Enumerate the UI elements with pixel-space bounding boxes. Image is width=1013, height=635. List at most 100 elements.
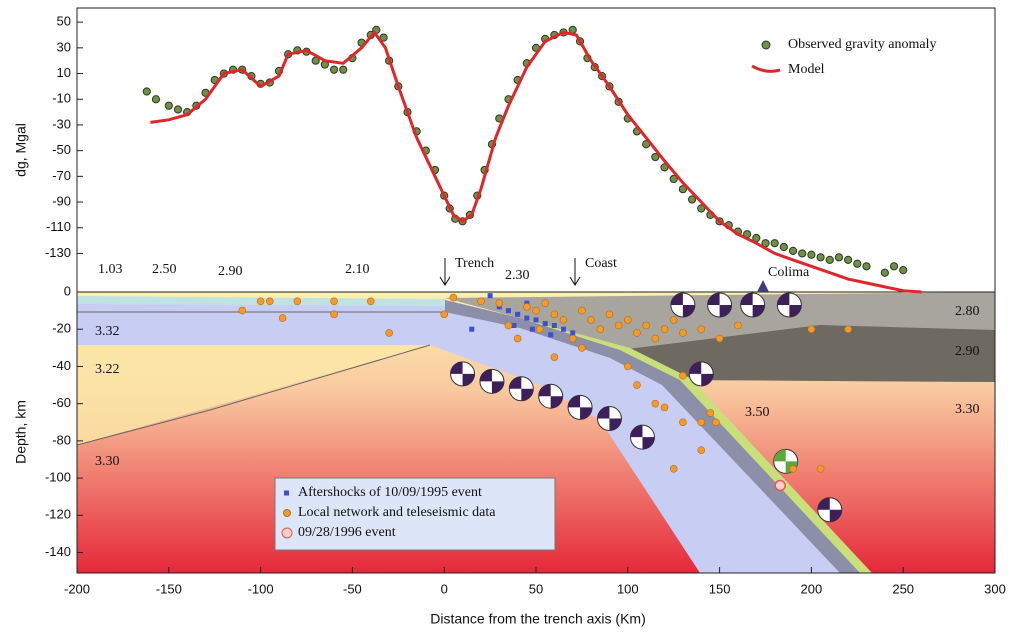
hypocenter <box>774 479 786 492</box>
focal-mechanism <box>670 292 696 318</box>
hypocenter <box>504 321 513 330</box>
observed-point <box>651 152 660 162</box>
hypocenter <box>495 299 504 307</box>
focal-mechanism-part <box>670 293 695 318</box>
legend-label: Aftershocks of 10/09/1995 event <box>298 485 482 500</box>
observed-point <box>807 250 816 259</box>
observed-point <box>142 87 151 96</box>
y-tick-label: -100 <box>45 470 71 485</box>
slab <box>77 298 860 573</box>
observed-point <box>788 246 798 255</box>
hypocenter <box>559 316 568 324</box>
y-tick-label: -70 <box>52 168 71 183</box>
observed-point <box>697 204 706 213</box>
hypocenter <box>679 371 687 380</box>
wedge-layer <box>77 345 430 445</box>
lower-crust <box>620 325 995 382</box>
x-tick-label: 300 <box>984 581 1006 596</box>
hypocenter <box>587 316 595 324</box>
focal-mechanism <box>688 361 714 387</box>
focal-mechanism <box>707 292 733 318</box>
y-tick-label: -30 <box>52 116 71 131</box>
hypocenter <box>669 316 678 324</box>
focal-mechanism-part <box>568 395 593 420</box>
y-tick-label: -40 <box>52 358 71 373</box>
observed-point <box>825 255 834 264</box>
hypocenter <box>550 310 559 319</box>
x-tick-label: 100 <box>617 581 639 596</box>
observed-point <box>853 259 862 268</box>
x-tick-label: -150 <box>156 581 182 596</box>
focal-mechanism <box>776 292 802 318</box>
coast-arrow <box>569 258 581 286</box>
slab-crust <box>445 300 860 573</box>
y-tick-label: -140 <box>45 544 71 559</box>
hypocenter <box>789 464 797 473</box>
observed-point <box>669 174 678 184</box>
hypocenter <box>477 297 485 306</box>
observed-point <box>173 105 183 114</box>
hypocenter <box>712 418 720 427</box>
annotation: 3.32 <box>95 324 120 339</box>
focal-mechanism <box>508 376 534 402</box>
hypocenter <box>669 464 678 473</box>
y-axis-title: Depth, km <box>13 400 29 464</box>
hypocenter <box>487 293 493 299</box>
x-axis-title: Distance from the trench axis (Km) <box>430 611 646 627</box>
hypocenter <box>278 314 287 322</box>
hypocenter <box>505 308 511 314</box>
focal-mechanism <box>817 497 843 523</box>
hypocenter <box>535 325 544 334</box>
hypocenter <box>807 325 816 334</box>
hypocenter <box>679 329 687 337</box>
hypocenter <box>542 321 548 327</box>
focal-mechanism-part <box>479 369 504 394</box>
hypocenter <box>515 311 521 317</box>
focal-mechanism-part <box>538 384 563 409</box>
legend-label: Model <box>788 62 825 77</box>
hypocenter <box>330 297 338 306</box>
hypocenter <box>541 299 549 307</box>
y-tick-label: 50 <box>57 14 71 29</box>
y-tick-label: -90 <box>52 193 71 208</box>
hypocenter <box>623 316 632 324</box>
hypocenter <box>533 317 539 323</box>
observed-point <box>687 195 697 204</box>
trench-arrow <box>439 258 451 286</box>
hypocenter <box>660 403 669 412</box>
legend-label: 09/28/1996 event <box>298 525 396 540</box>
y-tick-label: -110 <box>46 219 71 234</box>
annotation: 2.50 <box>152 262 177 277</box>
x-tick-label: 200 <box>801 581 823 596</box>
hypocenter <box>697 325 706 334</box>
annotation: 2.30 <box>505 268 530 283</box>
annotation: Colima <box>768 265 810 280</box>
legend-label: Observed gravity anomaly <box>788 37 937 52</box>
hypocenter <box>651 334 660 343</box>
y-tick-label: 10 <box>57 65 71 80</box>
legend-marker <box>281 527 293 539</box>
observed-point <box>678 185 687 194</box>
hypocenter <box>633 329 641 337</box>
legend-label: Local network and teleseismic data <box>298 505 496 520</box>
hypocenter <box>548 332 554 338</box>
hypocenter <box>469 326 475 332</box>
hypocenter <box>532 306 540 315</box>
hypocenter <box>524 315 530 321</box>
hypocenter <box>614 321 623 330</box>
focal-mechanism-part <box>450 361 475 386</box>
volcano <box>757 280 769 292</box>
observed-point <box>889 262 899 271</box>
hypocenter <box>642 321 650 330</box>
legend-box <box>274 477 556 551</box>
annotation: Coast <box>585 256 617 271</box>
annotation: 3.30 <box>95 454 120 469</box>
x-tick-label: -50 <box>343 581 362 596</box>
focal-mechanism <box>740 292 766 318</box>
observed-point <box>798 249 807 258</box>
hypocenter <box>238 306 247 315</box>
hypocenter <box>596 325 605 334</box>
focal-mechanism <box>629 424 655 450</box>
annotation: 2.90 <box>955 344 980 359</box>
y-tick-label: -120 <box>45 507 71 522</box>
